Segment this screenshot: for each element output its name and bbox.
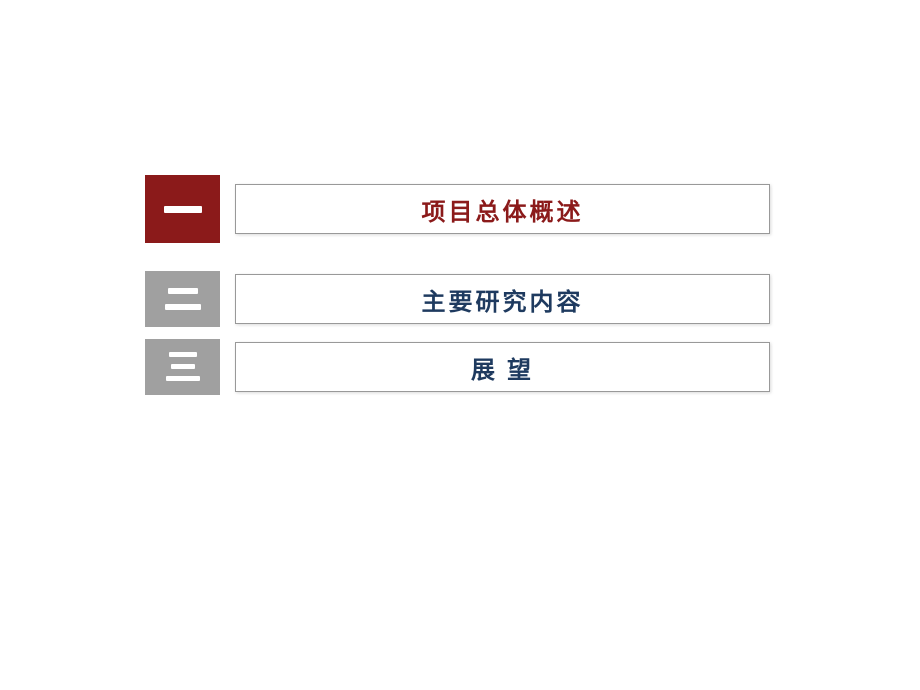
toc-number-box-1 [145,175,220,243]
toc-title-3: 展 望 [471,350,534,385]
toc-text-box-1: 项目总体概述 [235,184,770,234]
toc-text-box-3: 展 望 [235,342,770,392]
numeral-one-icon [158,184,208,234]
toc-text-box-2: 主要研究内容 [235,274,770,324]
toc-row-2: 主要研究内容 [145,271,770,327]
toc-row-1: 项目总体概述 [145,175,770,243]
toc-row-3: 展 望 [145,339,770,395]
toc-number-box-2 [145,271,220,327]
toc-title-2: 主要研究内容 [422,282,584,317]
toc-title-1: 项目总体概述 [422,192,584,227]
toc-number-box-3 [145,339,220,395]
toc-container: 项目总体概述 主要研究内容 展 望 [145,175,770,395]
numeral-three-icon [158,342,208,392]
numeral-two-icon [158,274,208,324]
